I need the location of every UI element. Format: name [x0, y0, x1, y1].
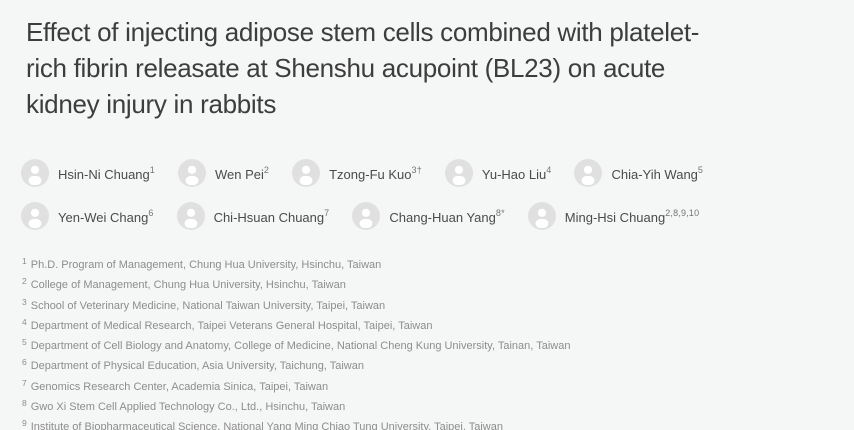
- author-affiliation-superscript: 8*: [495, 207, 505, 218]
- author-row: Hsin-Ni Chuang1 Wen Pei2 Tzong-Fu Kuo3† …: [21, 159, 830, 187]
- affiliation-number: 6: [22, 357, 27, 368]
- author-name: Tzong-Fu Kuo3†: [329, 164, 422, 182]
- affiliation-text: Ph.D. Program of Management, Chung Hua U…: [30, 259, 382, 271]
- author-affiliation-superscript: 6: [148, 207, 154, 218]
- affiliation-entry: 8 Gwo Xi Stem Cell Applied Technology Co.…: [22, 395, 830, 415]
- author-chip[interactable]: Wen Pei2: [177, 159, 270, 187]
- affiliation-text: Department of Medical Research, Taipei V…: [30, 319, 433, 332]
- affiliation-text: Gwo Xi Stem Cell Applied Technology Co.,…: [30, 401, 346, 414]
- person-avatar-icon: [177, 159, 206, 187]
- author-name: Chi-Hsuan Chuang7: [213, 207, 330, 225]
- person-avatar-icon: [352, 202, 381, 230]
- author-affiliation-superscript: 5: [697, 164, 704, 175]
- affiliation-number: 9: [22, 418, 27, 429]
- article-title-line: Effect of injecting adipose stem cells c…: [26, 17, 700, 47]
- affiliation-entry: 7 Genomics Research Center, Academia Sini…: [22, 375, 830, 395]
- author-chip[interactable]: Chang-Huan Yang8*: [352, 202, 505, 230]
- author-name: Yu-Hao Liu4: [481, 164, 552, 182]
- author-chip[interactable]: Yen-Wei Chang6: [21, 202, 154, 230]
- author-affiliation-superscript: 7: [324, 207, 330, 218]
- author-chip[interactable]: Yu-Hao Liu4: [444, 159, 552, 187]
- article-title-line: kidney injury in rabbits: [26, 89, 277, 119]
- person-avatar-icon: [574, 159, 603, 187]
- author-name: Wen Pei2: [214, 164, 270, 182]
- author-chip[interactable]: Hsin-Ni Chuang1: [21, 159, 155, 187]
- affiliation-entry: 4 Department of Medical Research, Taipei …: [22, 314, 830, 334]
- article-title-line: rich fibrin releasate at Shenshu acupoin…: [26, 53, 666, 83]
- author-affiliation-superscript: 3†: [411, 164, 422, 175]
- affiliation-text: Genomics Research Center, Academia Sinic…: [30, 380, 329, 393]
- affiliation-entry: 6 Department of Physical Education, Asia …: [22, 354, 830, 374]
- author-row: Yen-Wei Chang6 Chi-Hsuan Chuang7 Chang-H…: [21, 202, 830, 230]
- author-name: Hsin-Ni Chuang1: [58, 164, 155, 182]
- affiliation-number: 3: [22, 296, 27, 307]
- article-title: Effect of injecting adipose stem cells c…: [26, 14, 830, 122]
- person-avatar-icon: [176, 202, 205, 230]
- affiliation-number: 4: [22, 316, 27, 327]
- person-avatar-icon: [21, 202, 49, 230]
- author-name: Ming-Hsi Chuang2,8,9,10: [564, 207, 700, 225]
- affiliation-text: College of Management, Chung Hua Univers…: [30, 279, 346, 292]
- person-avatar-icon: [444, 159, 473, 187]
- person-avatar-icon: [292, 159, 321, 187]
- affiliation-list: 1 Ph.D. Program of Management, Chung Hua …: [22, 253, 830, 430]
- affiliation-entry: 9 Institute of Biopharmaceutical Science,…: [22, 415, 830, 430]
- affiliation-number: 2: [22, 276, 27, 287]
- affiliation-text: Institute of Biopharmaceutical Science, …: [30, 421, 503, 430]
- person-avatar-icon: [21, 159, 49, 187]
- author-name: Chia-Yih Wang5: [611, 164, 704, 182]
- affiliation-entry: 2 College of Management, Chung Hua Univer…: [22, 273, 830, 293]
- author-chip[interactable]: Ming-Hsi Chuang2,8,9,10: [527, 202, 700, 230]
- affiliation-entry: 1 Ph.D. Program of Management, Chung Hua …: [22, 253, 830, 273]
- affiliation-text: Department of Cell Biology and Anatomy, …: [30, 340, 571, 353]
- author-affiliation-superscript: 2,8,9,10: [665, 207, 700, 218]
- author-affiliation-superscript: 2: [263, 164, 270, 175]
- person-avatar-icon: [527, 202, 556, 230]
- author-list: Hsin-Ni Chuang1 Wen Pei2 Tzong-Fu Kuo3† …: [21, 159, 830, 230]
- affiliation-entry: 3 School of Veterinary Medicine, National…: [22, 294, 830, 314]
- affiliation-text: School of Veterinary Medicine, National …: [30, 299, 386, 312]
- author-affiliation-superscript: 1: [149, 164, 155, 175]
- author-name: Chang-Huan Yang8*: [389, 207, 505, 225]
- affiliation-number: 1: [22, 256, 27, 266]
- author-affiliation-superscript: 4: [546, 164, 552, 175]
- author-chip[interactable]: Tzong-Fu Kuo3†: [292, 159, 422, 187]
- affiliation-number: 8: [22, 398, 27, 409]
- affiliation-entry: 5 Department of Cell Biology and Anatomy,…: [22, 334, 830, 354]
- author-chip[interactable]: Chia-Yih Wang5: [574, 159, 703, 187]
- affiliation-number: 7: [22, 377, 27, 388]
- author-name: Yen-Wei Chang6: [58, 207, 154, 225]
- affiliation-text: Department of Physical Education, Asia U…: [30, 360, 364, 373]
- author-chip[interactable]: Chi-Hsuan Chuang7: [176, 202, 330, 230]
- affiliation-number: 5: [22, 337, 27, 348]
